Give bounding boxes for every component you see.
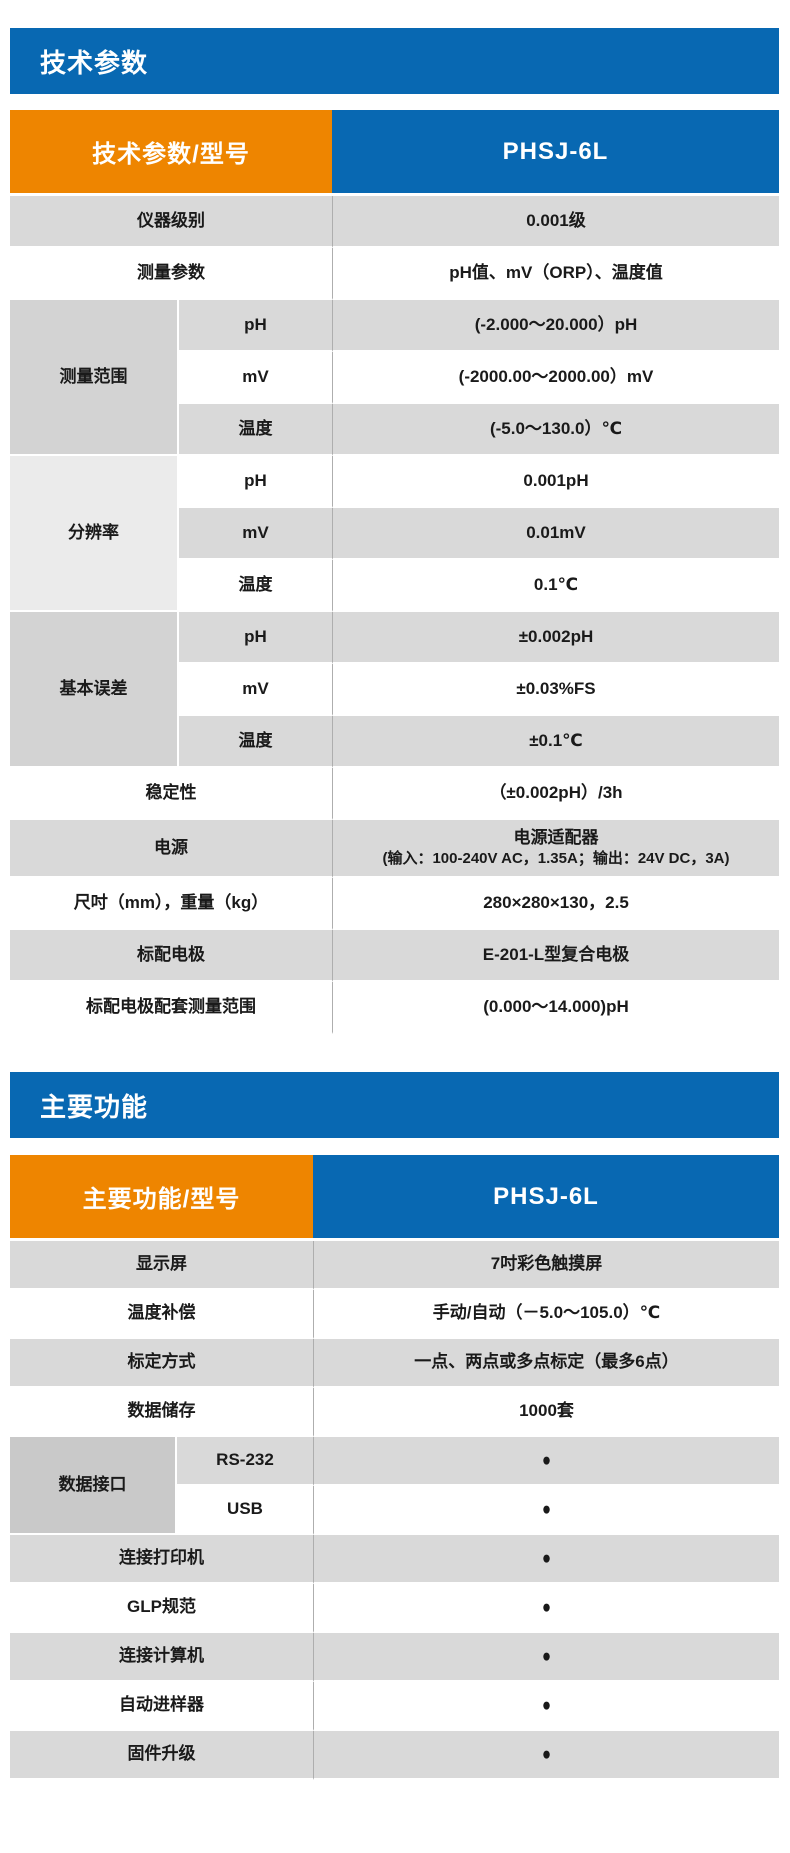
section-main-functions: 主要功能 主要功能/型号 PHSJ-6L 显示屏 7吋彩色触摸屏 温度补偿 手动/自动… <box>10 1072 779 1780</box>
spec-value: ● <box>313 1584 779 1633</box>
spec-row-label: 仪器级别 <box>10 196 332 248</box>
spec-row-label: 测量参数 <box>10 248 332 300</box>
spec-value: 0.1℃ <box>332 560 779 612</box>
table-header-functions: 主要功能/型号 <box>10 1155 313 1241</box>
spec-value: 0.001pH <box>332 456 779 508</box>
spec-sub-label: mV <box>177 664 332 716</box>
spec-value: 0.001级 <box>332 196 779 248</box>
value-line: 电源适配器 <box>513 828 599 848</box>
spec-value: ● <box>313 1535 779 1584</box>
spec-sub-label: 温度 <box>177 404 332 456</box>
feature-supported-bullet-icon: ● <box>541 1449 552 1472</box>
spec-row-label: 稳定性 <box>10 768 332 820</box>
section-title-bar: 技术参数 <box>10 28 779 94</box>
feature-supported-bullet-icon: ● <box>541 1645 552 1668</box>
spec-sub-label: pH <box>177 456 332 508</box>
spec-sub-label: pH <box>177 300 332 352</box>
value-line: (输入：100-240V AC，1.35A；输出：24V DC，3A) <box>382 850 730 868</box>
spec-row-label: 标配电极配套测量范围 <box>10 982 332 1034</box>
spec-sub-label: mV <box>177 352 332 404</box>
table-header-model: PHSJ-6L <box>332 110 779 196</box>
spec-value: （±0.002pH）/3h <box>332 768 779 820</box>
spec-value: ● <box>313 1486 779 1535</box>
spec-row-label: 自动进样器 <box>10 1682 313 1731</box>
feature-supported-bullet-icon: ● <box>541 1694 552 1717</box>
spec-row-label: 数据储存 <box>10 1388 313 1437</box>
spec-row-label: 连接打印机 <box>10 1535 313 1584</box>
spec-group-label: 基本误差 <box>10 612 177 768</box>
spec-value: 1000套 <box>313 1388 779 1437</box>
section-title: 主要功能 <box>40 1091 149 1122</box>
spec-value: 手动/自动（－5.0～105.0）℃ <box>313 1290 779 1339</box>
spec-value: (0.000～14.000)pH <box>332 982 779 1034</box>
spec-value: ● <box>313 1633 779 1682</box>
spec-sub-label: RS-232 <box>175 1437 313 1486</box>
spec-sub-label: 温度 <box>177 560 332 612</box>
spec-value: pH值、mV（ORP）、温度值 <box>332 248 779 300</box>
spec-value: 电源适配器 (输入：100-240V AC，1.35A；输出：24V DC，3A) <box>332 820 779 878</box>
spec-row-label: 标定方式 <box>10 1339 313 1388</box>
spec-group-label: 测量范围 <box>10 300 177 456</box>
spec-value: ±0.03%FS <box>332 664 779 716</box>
spec-group-label: 数据接口 <box>10 1437 175 1535</box>
spec-value: E-201-L型复合电极 <box>332 930 779 982</box>
section-title-bar: 主要功能 <box>10 1072 779 1138</box>
feature-supported-bullet-icon: ● <box>541 1547 552 1570</box>
spec-row-label: 温度补偿 <box>10 1290 313 1339</box>
spec-sheet-page: 技术参数 技术参数/型号 PHSJ-6L 仪器级别 0.001级 测量参数 pH值、m… <box>10 28 779 1780</box>
feature-supported-bullet-icon: ● <box>541 1596 552 1619</box>
spec-row-label: 电源 <box>10 820 332 878</box>
spec-group-label: 分辨率 <box>10 456 177 612</box>
table-header-model: PHSJ-6L <box>313 1155 779 1241</box>
spec-row-label: 显示屏 <box>10 1241 313 1290</box>
feature-supported-bullet-icon: ● <box>541 1498 552 1521</box>
spec-value: 7吋彩色触摸屏 <box>313 1241 779 1290</box>
spec-value: ±0.002pH <box>332 612 779 664</box>
section-title: 技术参数 <box>40 47 149 78</box>
spec-row-label: 固件升级 <box>10 1731 313 1780</box>
spec-value: ● <box>313 1682 779 1731</box>
spec-value: 0.01mV <box>332 508 779 560</box>
feature-supported-bullet-icon: ● <box>541 1743 552 1766</box>
spec-value: (-5.0～130.0）℃ <box>332 404 779 456</box>
spec-sub-label: USB <box>175 1486 313 1535</box>
table-header-params: 技术参数/型号 <box>10 110 332 196</box>
spec-value: 一点、两点或多点标定（最多6点） <box>313 1339 779 1388</box>
spec-value: ● <box>313 1731 779 1780</box>
spec-sub-label: mV <box>177 508 332 560</box>
spec-sub-label: 温度 <box>177 716 332 768</box>
spec-sub-label: pH <box>177 612 332 664</box>
spec-value: (-2000.00～2000.00）mV <box>332 352 779 404</box>
section-tech-params: 技术参数 技术参数/型号 PHSJ-6L 仪器级别 0.001级 测量参数 pH值、m… <box>10 28 779 1034</box>
spec-value: ±0.1℃ <box>332 716 779 768</box>
main-functions-table: 主要功能/型号 PHSJ-6L 显示屏 7吋彩色触摸屏 温度补偿 手动/自动（－5.0… <box>10 1155 779 1780</box>
spec-value: (-2.000～20.000）pH <box>332 300 779 352</box>
spec-row-label: 连接计算机 <box>10 1633 313 1682</box>
spec-row-label: 尺吋（mm），重量（kg） <box>10 878 332 930</box>
spec-value: 280×280×130，2.5 <box>332 878 779 930</box>
tech-params-table: 技术参数/型号 PHSJ-6L 仪器级别 0.001级 测量参数 pH值、mV（ORP… <box>10 110 779 1034</box>
spec-value: ● <box>313 1437 779 1486</box>
spec-row-label: 标配电极 <box>10 930 332 982</box>
spec-row-label: GLP规范 <box>10 1584 313 1633</box>
